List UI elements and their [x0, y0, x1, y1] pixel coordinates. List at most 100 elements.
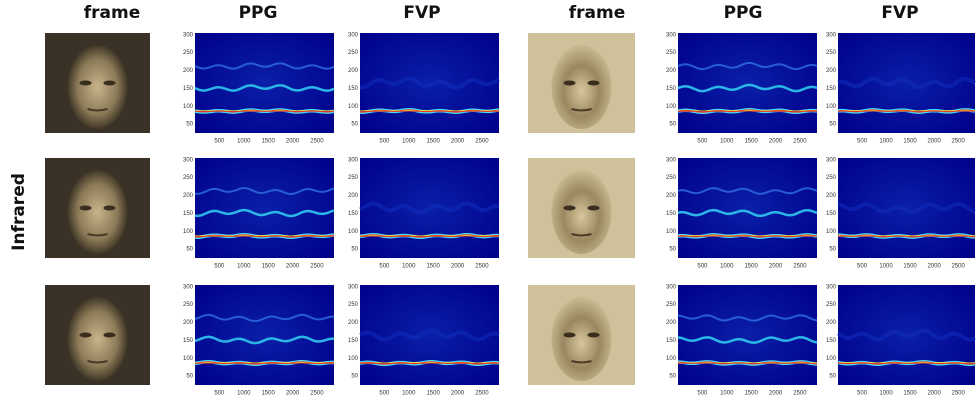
- y-tick-label: 250: [826, 50, 837, 56]
- spectral-ridge: [836, 328, 976, 342]
- y-tick-label: 200: [183, 68, 194, 74]
- x-tick-label: 2000: [927, 139, 941, 145]
- y-tick-label: 150: [666, 86, 677, 92]
- spectral-ridge: [194, 361, 334, 365]
- y-tick-label: 300: [826, 157, 837, 163]
- spectral-ridge: [194, 313, 335, 323]
- y-tick-label: 200: [666, 68, 677, 74]
- eye: [79, 332, 92, 338]
- y-tick-label: 150: [348, 211, 359, 217]
- y-tick-label: 50: [351, 247, 358, 253]
- x-tick-label: 500: [214, 391, 225, 397]
- x-tick-label: 500: [697, 139, 708, 145]
- spectral-ridge: [837, 234, 976, 238]
- y-tick-label: 250: [666, 50, 677, 56]
- eye: [103, 80, 116, 86]
- spectral-ridge: [194, 84, 335, 92]
- x-tick-label: 1500: [261, 139, 275, 145]
- y-tick-label: 200: [826, 193, 837, 199]
- eye: [587, 80, 600, 86]
- x-tick-label: 500: [857, 264, 868, 270]
- y-tick-label: 250: [666, 302, 677, 308]
- y-tick-label: 300: [666, 157, 677, 163]
- x-tick-label: 1000: [402, 264, 416, 270]
- y-tick-label: 200: [348, 320, 359, 326]
- spectral-ridge: [677, 187, 818, 195]
- y-tick-label: 200: [666, 320, 677, 326]
- y-tick-label: 300: [183, 157, 194, 163]
- x-tick-label: 2500: [475, 391, 489, 397]
- x-tick-label: 2500: [951, 391, 965, 397]
- y-tick-label: 100: [183, 229, 194, 235]
- mouth: [571, 360, 592, 364]
- y-tick-label: 100: [666, 356, 677, 362]
- x-tick-label: 500: [857, 139, 868, 145]
- x-tick-label: 1500: [426, 391, 440, 397]
- x-tick-label: 2500: [475, 264, 489, 270]
- y-tick-label: 200: [183, 193, 194, 199]
- x-tick-label: 1000: [879, 264, 893, 270]
- eye: [103, 205, 116, 211]
- y-tick-label: 100: [183, 104, 194, 110]
- spectral-ridge: [194, 186, 335, 196]
- y-tick-label: 200: [183, 320, 194, 326]
- spectral-ridge: [677, 234, 818, 238]
- spectral-ridge: [677, 336, 818, 344]
- mouth: [571, 233, 592, 237]
- y-tick-label: 300: [826, 284, 837, 290]
- x-tick-label: 1500: [426, 139, 440, 145]
- x-tick-label: 2500: [951, 139, 965, 145]
- spectral-ridge: [359, 328, 500, 342]
- x-tick-label: 1000: [402, 139, 416, 145]
- x-tick-label: 500: [214, 264, 225, 270]
- face: [551, 45, 612, 129]
- mouth: [87, 360, 108, 364]
- y-tick-label: 250: [348, 50, 359, 56]
- y-tick-label: 300: [183, 284, 194, 290]
- spectral-ridge: [194, 62, 335, 70]
- y-tick-label: 250: [183, 302, 194, 308]
- spectral-ridge: [359, 201, 499, 215]
- y-tick-label: 250: [826, 302, 837, 308]
- y-tick-label: 200: [826, 68, 837, 74]
- spectral-ridge: [677, 62, 818, 71]
- y-tick-label: 50: [351, 122, 358, 128]
- x-tick-label: 500: [857, 391, 868, 397]
- x-tick-label: 2500: [951, 264, 965, 270]
- x-tick-label: 1500: [261, 391, 275, 397]
- column-header: frame: [569, 3, 626, 23]
- y-tick-label: 50: [829, 122, 836, 128]
- y-tick-label: 250: [183, 50, 194, 56]
- x-tick-label: 1000: [879, 139, 893, 145]
- spectrogram: [195, 285, 334, 385]
- y-tick-label: 100: [348, 356, 359, 362]
- face: [67, 297, 128, 381]
- x-tick-label: 500: [379, 139, 390, 145]
- spectral-ridge: [359, 76, 500, 90]
- spectral-ridge: [194, 109, 335, 113]
- x-tick-label: 2500: [793, 139, 807, 145]
- x-tick-label: 2500: [310, 264, 324, 270]
- y-tick-label: 50: [669, 374, 676, 380]
- x-tick-label: 2000: [451, 264, 465, 270]
- column-header: PPG: [239, 3, 278, 23]
- y-tick-label: 100: [666, 229, 677, 235]
- spectral-ridge: [677, 83, 818, 93]
- x-tick-label: 2000: [927, 391, 941, 397]
- y-tick-label: 150: [826, 86, 837, 92]
- y-tick-label: 50: [669, 122, 676, 128]
- spectral-ridge: [677, 208, 818, 218]
- x-tick-label: 500: [379, 391, 390, 397]
- x-tick-label: 1500: [903, 391, 917, 397]
- x-tick-label: 500: [697, 391, 708, 397]
- spectrogram: [360, 285, 499, 385]
- column-header: FVP: [881, 3, 918, 23]
- x-tick-label: 2500: [310, 391, 324, 397]
- x-tick-label: 1000: [237, 139, 251, 145]
- y-tick-label: 300: [666, 284, 677, 290]
- x-tick-label: 2000: [769, 391, 783, 397]
- y-tick-label: 250: [826, 175, 837, 181]
- y-tick-label: 250: [666, 175, 677, 181]
- spectral-ridge: [837, 201, 976, 215]
